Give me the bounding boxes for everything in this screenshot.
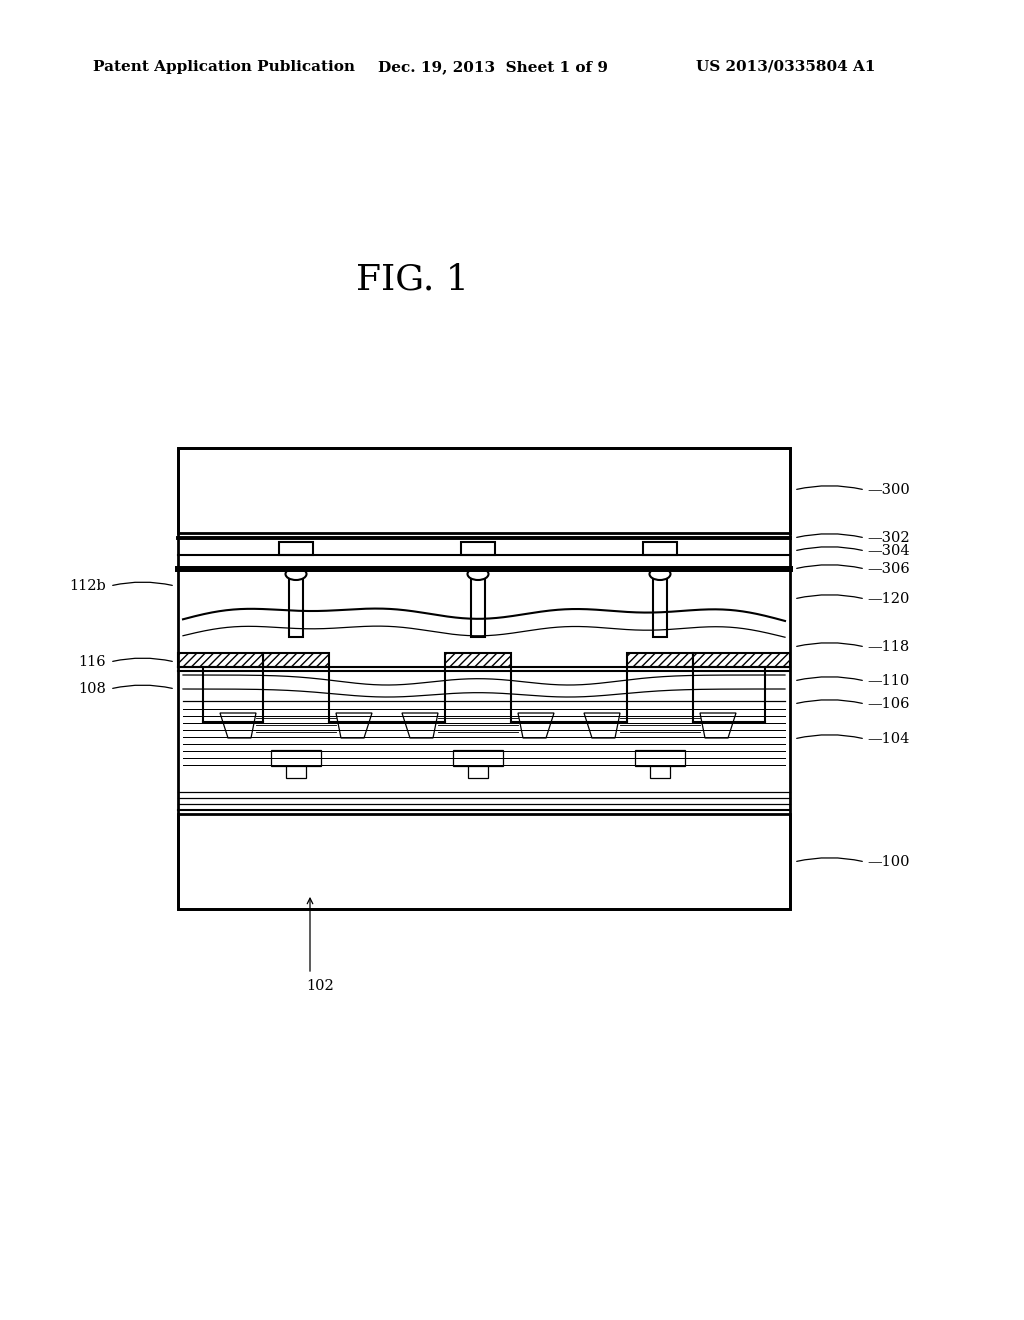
Polygon shape (643, 543, 677, 554)
Polygon shape (471, 574, 485, 638)
Text: —110: —110 (867, 675, 909, 688)
Polygon shape (220, 713, 256, 738)
Text: —302: —302 (867, 531, 909, 545)
Text: —104: —104 (867, 733, 909, 746)
Polygon shape (286, 766, 306, 777)
Text: —300: —300 (867, 483, 909, 498)
Text: —304: —304 (867, 544, 909, 558)
Text: FIG. 1: FIG. 1 (356, 263, 469, 297)
Polygon shape (518, 713, 554, 738)
Polygon shape (635, 750, 685, 766)
Text: Patent Application Publication: Patent Application Publication (93, 59, 355, 74)
Ellipse shape (468, 568, 488, 579)
Text: 102: 102 (306, 979, 334, 993)
Polygon shape (693, 653, 790, 667)
Ellipse shape (649, 568, 671, 579)
Text: —306: —306 (867, 562, 909, 576)
Polygon shape (336, 713, 372, 738)
Text: 108: 108 (78, 682, 106, 696)
Text: —118: —118 (867, 640, 909, 653)
Text: US 2013/0335804 A1: US 2013/0335804 A1 (696, 59, 876, 74)
Polygon shape (445, 653, 511, 667)
Text: 116: 116 (79, 655, 106, 669)
Polygon shape (584, 713, 620, 738)
Text: Dec. 19, 2013  Sheet 1 of 9: Dec. 19, 2013 Sheet 1 of 9 (378, 59, 608, 74)
Polygon shape (271, 750, 321, 766)
Text: —120: —120 (867, 591, 909, 606)
Polygon shape (289, 574, 303, 638)
Polygon shape (279, 543, 313, 554)
Polygon shape (468, 766, 488, 777)
Polygon shape (627, 653, 693, 667)
Text: —106: —106 (867, 697, 909, 711)
Text: —100: —100 (867, 855, 909, 869)
Polygon shape (263, 653, 329, 667)
Polygon shape (402, 713, 438, 738)
Polygon shape (650, 766, 670, 777)
Text: 112b: 112b (70, 579, 106, 593)
Polygon shape (461, 543, 495, 554)
Polygon shape (700, 713, 736, 738)
Ellipse shape (286, 568, 306, 579)
Polygon shape (178, 653, 263, 667)
Polygon shape (178, 447, 790, 533)
Polygon shape (178, 814, 790, 909)
Polygon shape (653, 574, 667, 638)
Polygon shape (453, 750, 503, 766)
